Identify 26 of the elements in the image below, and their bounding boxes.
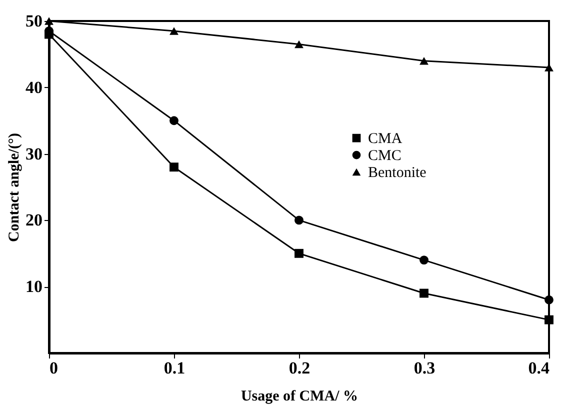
point (294, 40, 304, 48)
point (420, 256, 428, 265)
y-tick-label: 30 (26, 144, 42, 164)
point (544, 295, 554, 304)
y-tick-label: 50 (26, 12, 42, 30)
x-tick-label: 0.2 (288, 358, 310, 378)
legend-label: CMA (368, 131, 402, 148)
point (294, 216, 304, 225)
x-tick-label: 0.3 (414, 358, 436, 378)
point (420, 288, 428, 298)
y-axis-title: Contact angle/(°) (6, 133, 22, 242)
legend-label: CMC (368, 148, 402, 164)
x-tick-label: 0.4 (528, 358, 550, 378)
point (170, 162, 178, 172)
legend-label: Bentonite (368, 165, 427, 182)
x-tick-label: 0.1 (164, 358, 186, 378)
y-tick-label: 10 (26, 277, 42, 296)
point (294, 248, 304, 258)
point (170, 116, 178, 126)
point (170, 27, 178, 35)
x-tick-label: 0 (50, 358, 58, 378)
point (420, 56, 428, 65)
y-tick-label: 40 (26, 78, 42, 97)
y-tick-label: 20 (26, 210, 42, 230)
x-axis-title: Usage of CMA/ % (240, 388, 358, 404)
point (544, 315, 554, 324)
